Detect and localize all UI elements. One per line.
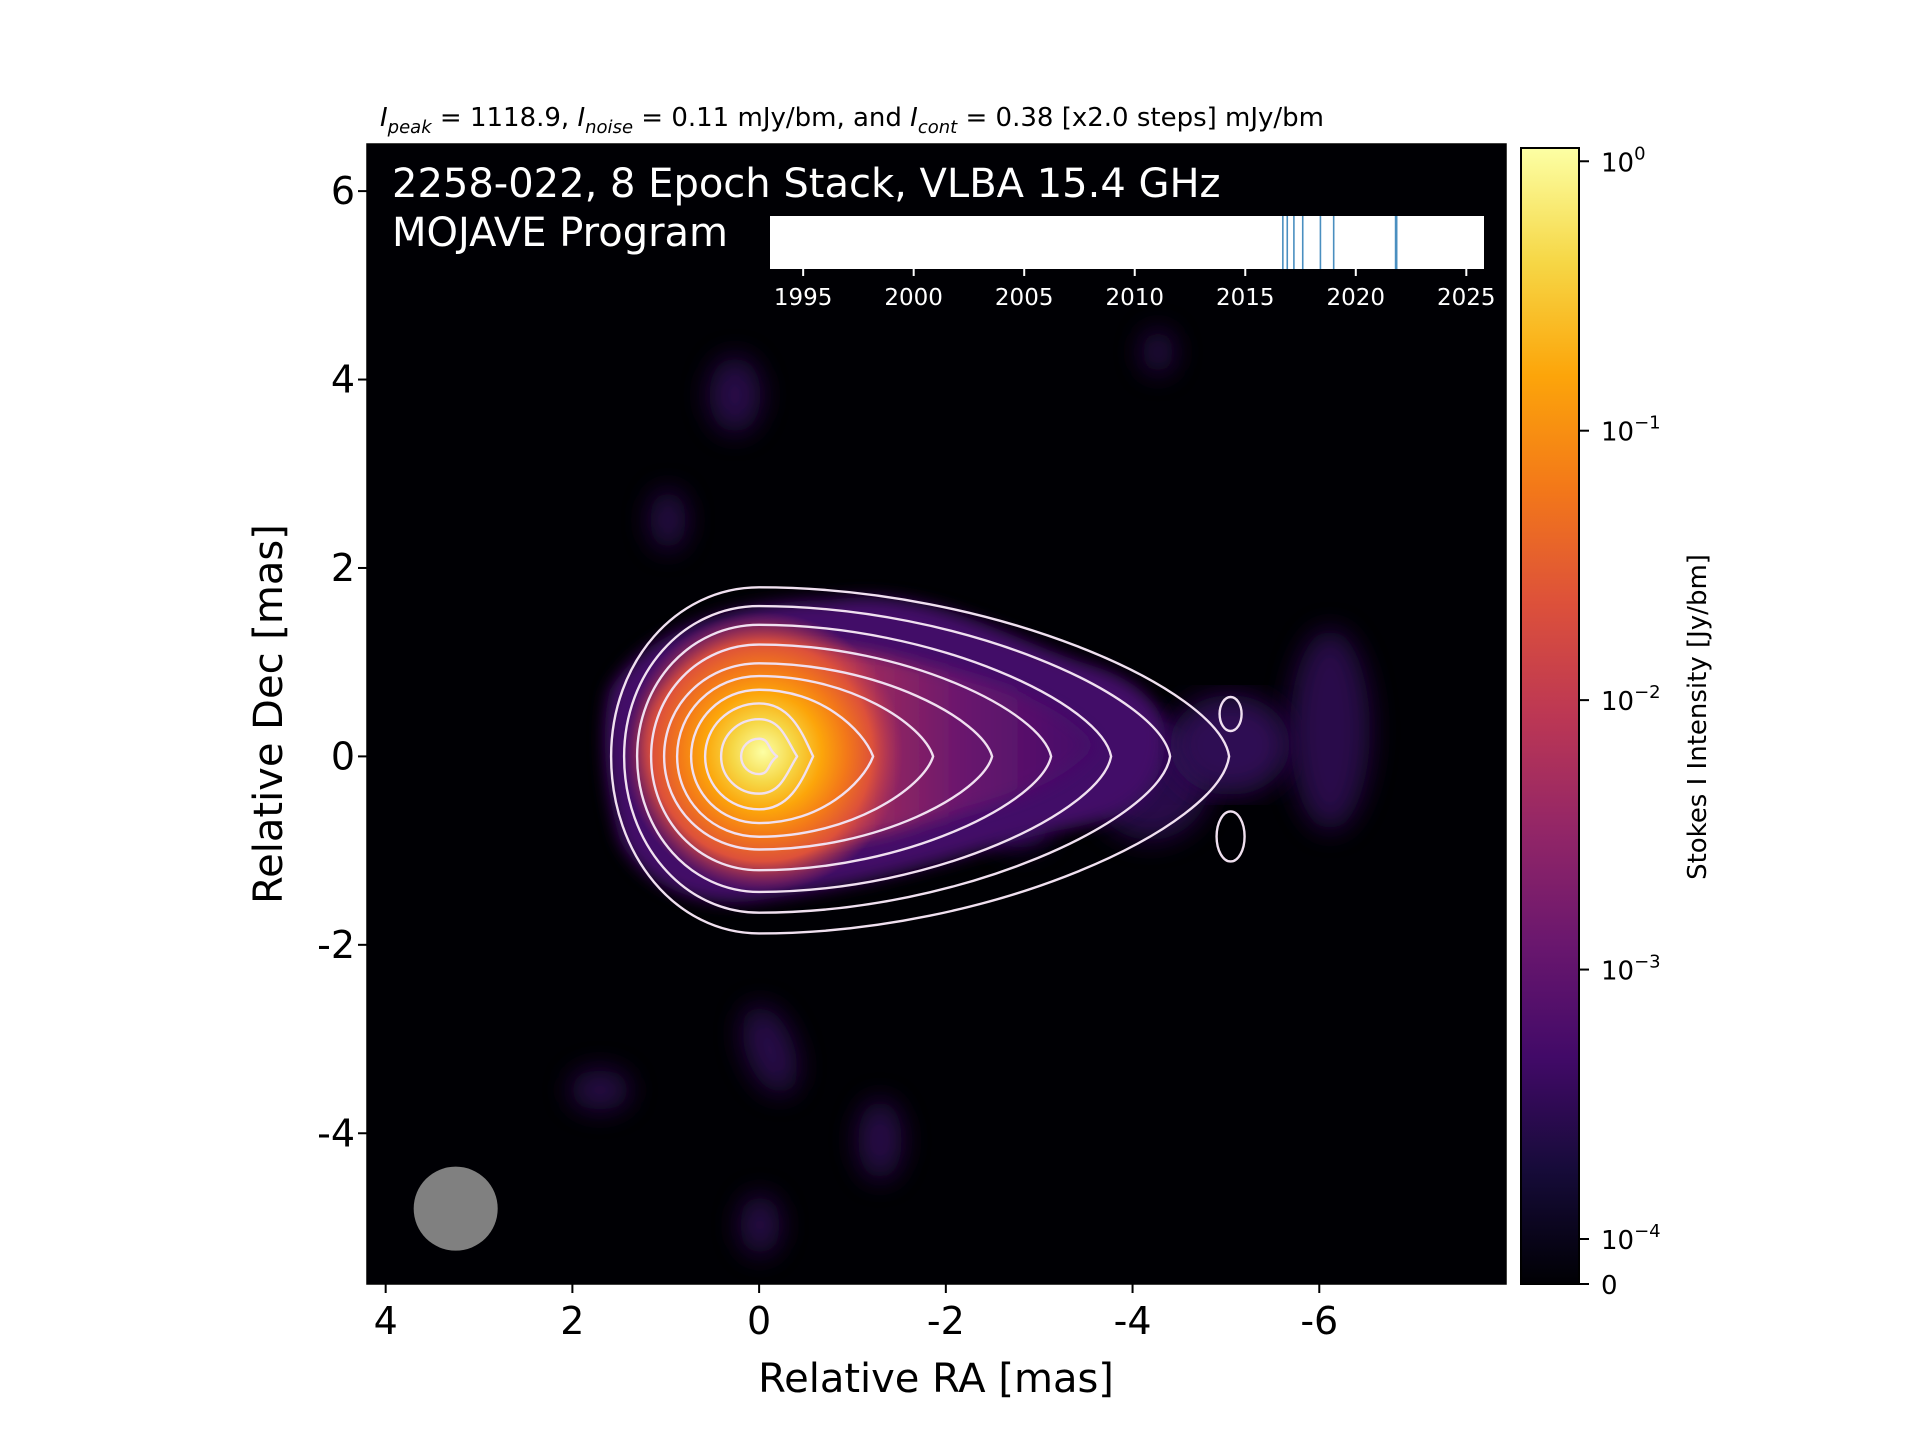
y-tick-label: 4 (331, 358, 355, 402)
x-tick-label: -6 (1300, 1299, 1338, 1343)
colorbar-tick-label: 10−2 (1601, 682, 1661, 717)
y-axis: 6 4 2 0 -2 -4 (317, 169, 367, 1155)
colorbar-tick-label: 0 (1601, 1271, 1618, 1301)
colorbar-tick-label: 10−3 (1601, 952, 1661, 987)
x-axis: 4 2 0 -2 -4 -6 (374, 1284, 1338, 1343)
timeline-tick-label: 2010 (1105, 285, 1164, 311)
y-axis-label: Relative Dec [mas] (246, 524, 292, 904)
contour-line (719, 717, 799, 795)
program-name: MOJAVE Program (392, 210, 728, 256)
x-tick-label: 2 (560, 1299, 584, 1343)
timeline-tick-label: 2020 (1327, 285, 1386, 311)
contour-line (1218, 695, 1243, 733)
timeline-tick-label: 2015 (1216, 285, 1275, 311)
epoch-timeline: 1995 2000 2005 2010 2015 2020 2025 (770, 216, 1496, 311)
contour-line (622, 604, 1172, 914)
source-title: 2258-022, 8 Epoch Stack, VLBA 15.4 GHz (392, 161, 1221, 207)
contour-line (675, 674, 935, 838)
contour-line (635, 623, 1113, 894)
beam-ellipse (413, 1166, 498, 1251)
contour-line (1215, 810, 1246, 863)
colorbar: 100 10−1 10−2 10−3 10−4 0 Stokes I Intensity … (1520, 143, 1713, 1301)
contour-line (703, 702, 815, 811)
y-tick-label: 2 (331, 546, 355, 590)
y-tick-label: 6 (331, 169, 355, 213)
x-tick-label: -4 (1114, 1299, 1152, 1343)
colorbar-ticks: 100 10−1 10−2 10−3 10−4 0 (1579, 143, 1661, 1301)
x-tick-label: 4 (374, 1299, 398, 1343)
core-glow (623, 612, 903, 892)
timeline-tick-label: 1995 (774, 285, 833, 311)
timeline-tick-label: 2000 (884, 285, 943, 311)
y-tick-label: 0 (331, 734, 355, 778)
timeline-ticks: 1995 2000 2005 2010 2015 2020 2025 (774, 269, 1496, 311)
y-tick-label: -2 (317, 923, 355, 967)
map-frame (366, 143, 1507, 1285)
contour-line (649, 643, 1053, 872)
contour-line (662, 662, 994, 851)
colorbar-tick-label: 10−4 (1601, 1221, 1661, 1256)
contour-line (739, 737, 779, 776)
image-stats-header: Ipeak = 1118.9, Inoise = 0.11 mJy/bm, an… (380, 103, 1324, 138)
intensity-map: 2258-022, 8 Epoch Stack, VLBA 15.4 GHz M… (366, 143, 1507, 1285)
colorbar-tick-label: 10−1 (1601, 413, 1661, 448)
x-tick-label: -2 (927, 1299, 965, 1343)
contour-line (609, 586, 1231, 935)
contours (609, 586, 1246, 935)
colorbar-label: Stokes I Intensity [Jy/bm] (1683, 554, 1713, 880)
contour-line (689, 688, 875, 825)
colorbar-tick-label: 100 (1601, 143, 1646, 178)
jet-tail-glow (1170, 695, 1290, 795)
timeline-box (770, 216, 1484, 269)
x-tick-label: 0 (747, 1299, 771, 1343)
colorbar-gradient (1520, 147, 1580, 1285)
epoch-markers (1282, 216, 1398, 269)
x-axis-label: Relative RA [mas] (758, 1356, 1114, 1402)
y-tick-label: -4 (317, 1111, 355, 1155)
timeline-tick-label: 2005 (995, 285, 1054, 311)
timeline-tick-label: 2025 (1437, 285, 1496, 311)
